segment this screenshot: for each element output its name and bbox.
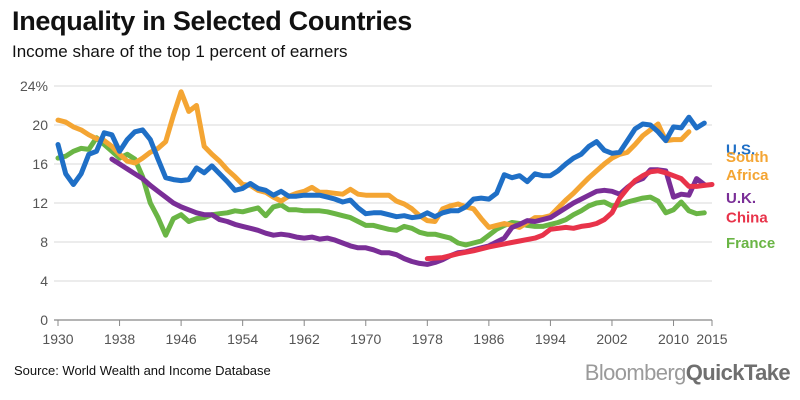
legend-label: China (726, 210, 768, 227)
logo-text-bloomberg: Bloomberg (584, 360, 687, 385)
legend-label: U.K. (726, 190, 756, 207)
series-line-u-s (55, 114, 707, 221)
source-note: Source: World Wealth and Income Database (14, 363, 271, 378)
series-line-china (424, 168, 715, 262)
chart-subtitle: Income share of the top 1 percent of ear… (12, 42, 348, 61)
series-line-u-k (109, 156, 707, 267)
x-tick-label: 1946 (166, 331, 197, 347)
x-tick-label: 1978 (412, 331, 443, 347)
bloomberg-quicktake-logo: BloombergQuickTake (584, 360, 791, 386)
y-tick-label: 24% (20, 78, 48, 94)
x-tick-label: 1962 (289, 331, 320, 347)
logo-text-quicktake: QuickTake (685, 360, 791, 385)
legend-label: South (726, 149, 769, 166)
chart-title: Inequality in Selected Countries (12, 6, 412, 36)
x-tick-label: 1986 (473, 331, 504, 347)
series-line-south-africa (55, 89, 692, 230)
series-lines (55, 89, 715, 267)
x-tick-label: 1930 (42, 331, 73, 347)
y-tick-label: 20 (32, 117, 48, 133)
legend-label: Africa (726, 167, 769, 184)
x-tick-label: 1954 (227, 331, 258, 347)
x-tick-label: 2010 (658, 331, 689, 347)
legend-label: France (726, 235, 775, 252)
x-tick-label: 1970 (350, 331, 381, 347)
y-tick-label: 12 (32, 195, 48, 211)
x-tick-label: 2015 (696, 331, 727, 347)
x-tick-label: 2002 (596, 331, 627, 347)
series-line-france (55, 135, 707, 248)
y-tick-label: 4 (40, 273, 48, 289)
y-tick-label: 0 (40, 312, 48, 328)
y-tick-label: 8 (40, 234, 48, 250)
y-axis-ticks: 0 4 8 12 16 20 24% (20, 78, 48, 328)
x-axis-ticks: 1930 1938 1946 1954 1962 1970 1978 1986 1994 2002… (42, 320, 728, 347)
legend-label: U.S. (726, 141, 755, 158)
x-tick-label: 1994 (535, 331, 566, 347)
y-tick-label: 16 (32, 156, 48, 172)
x-tick-label: 1938 (104, 331, 135, 347)
